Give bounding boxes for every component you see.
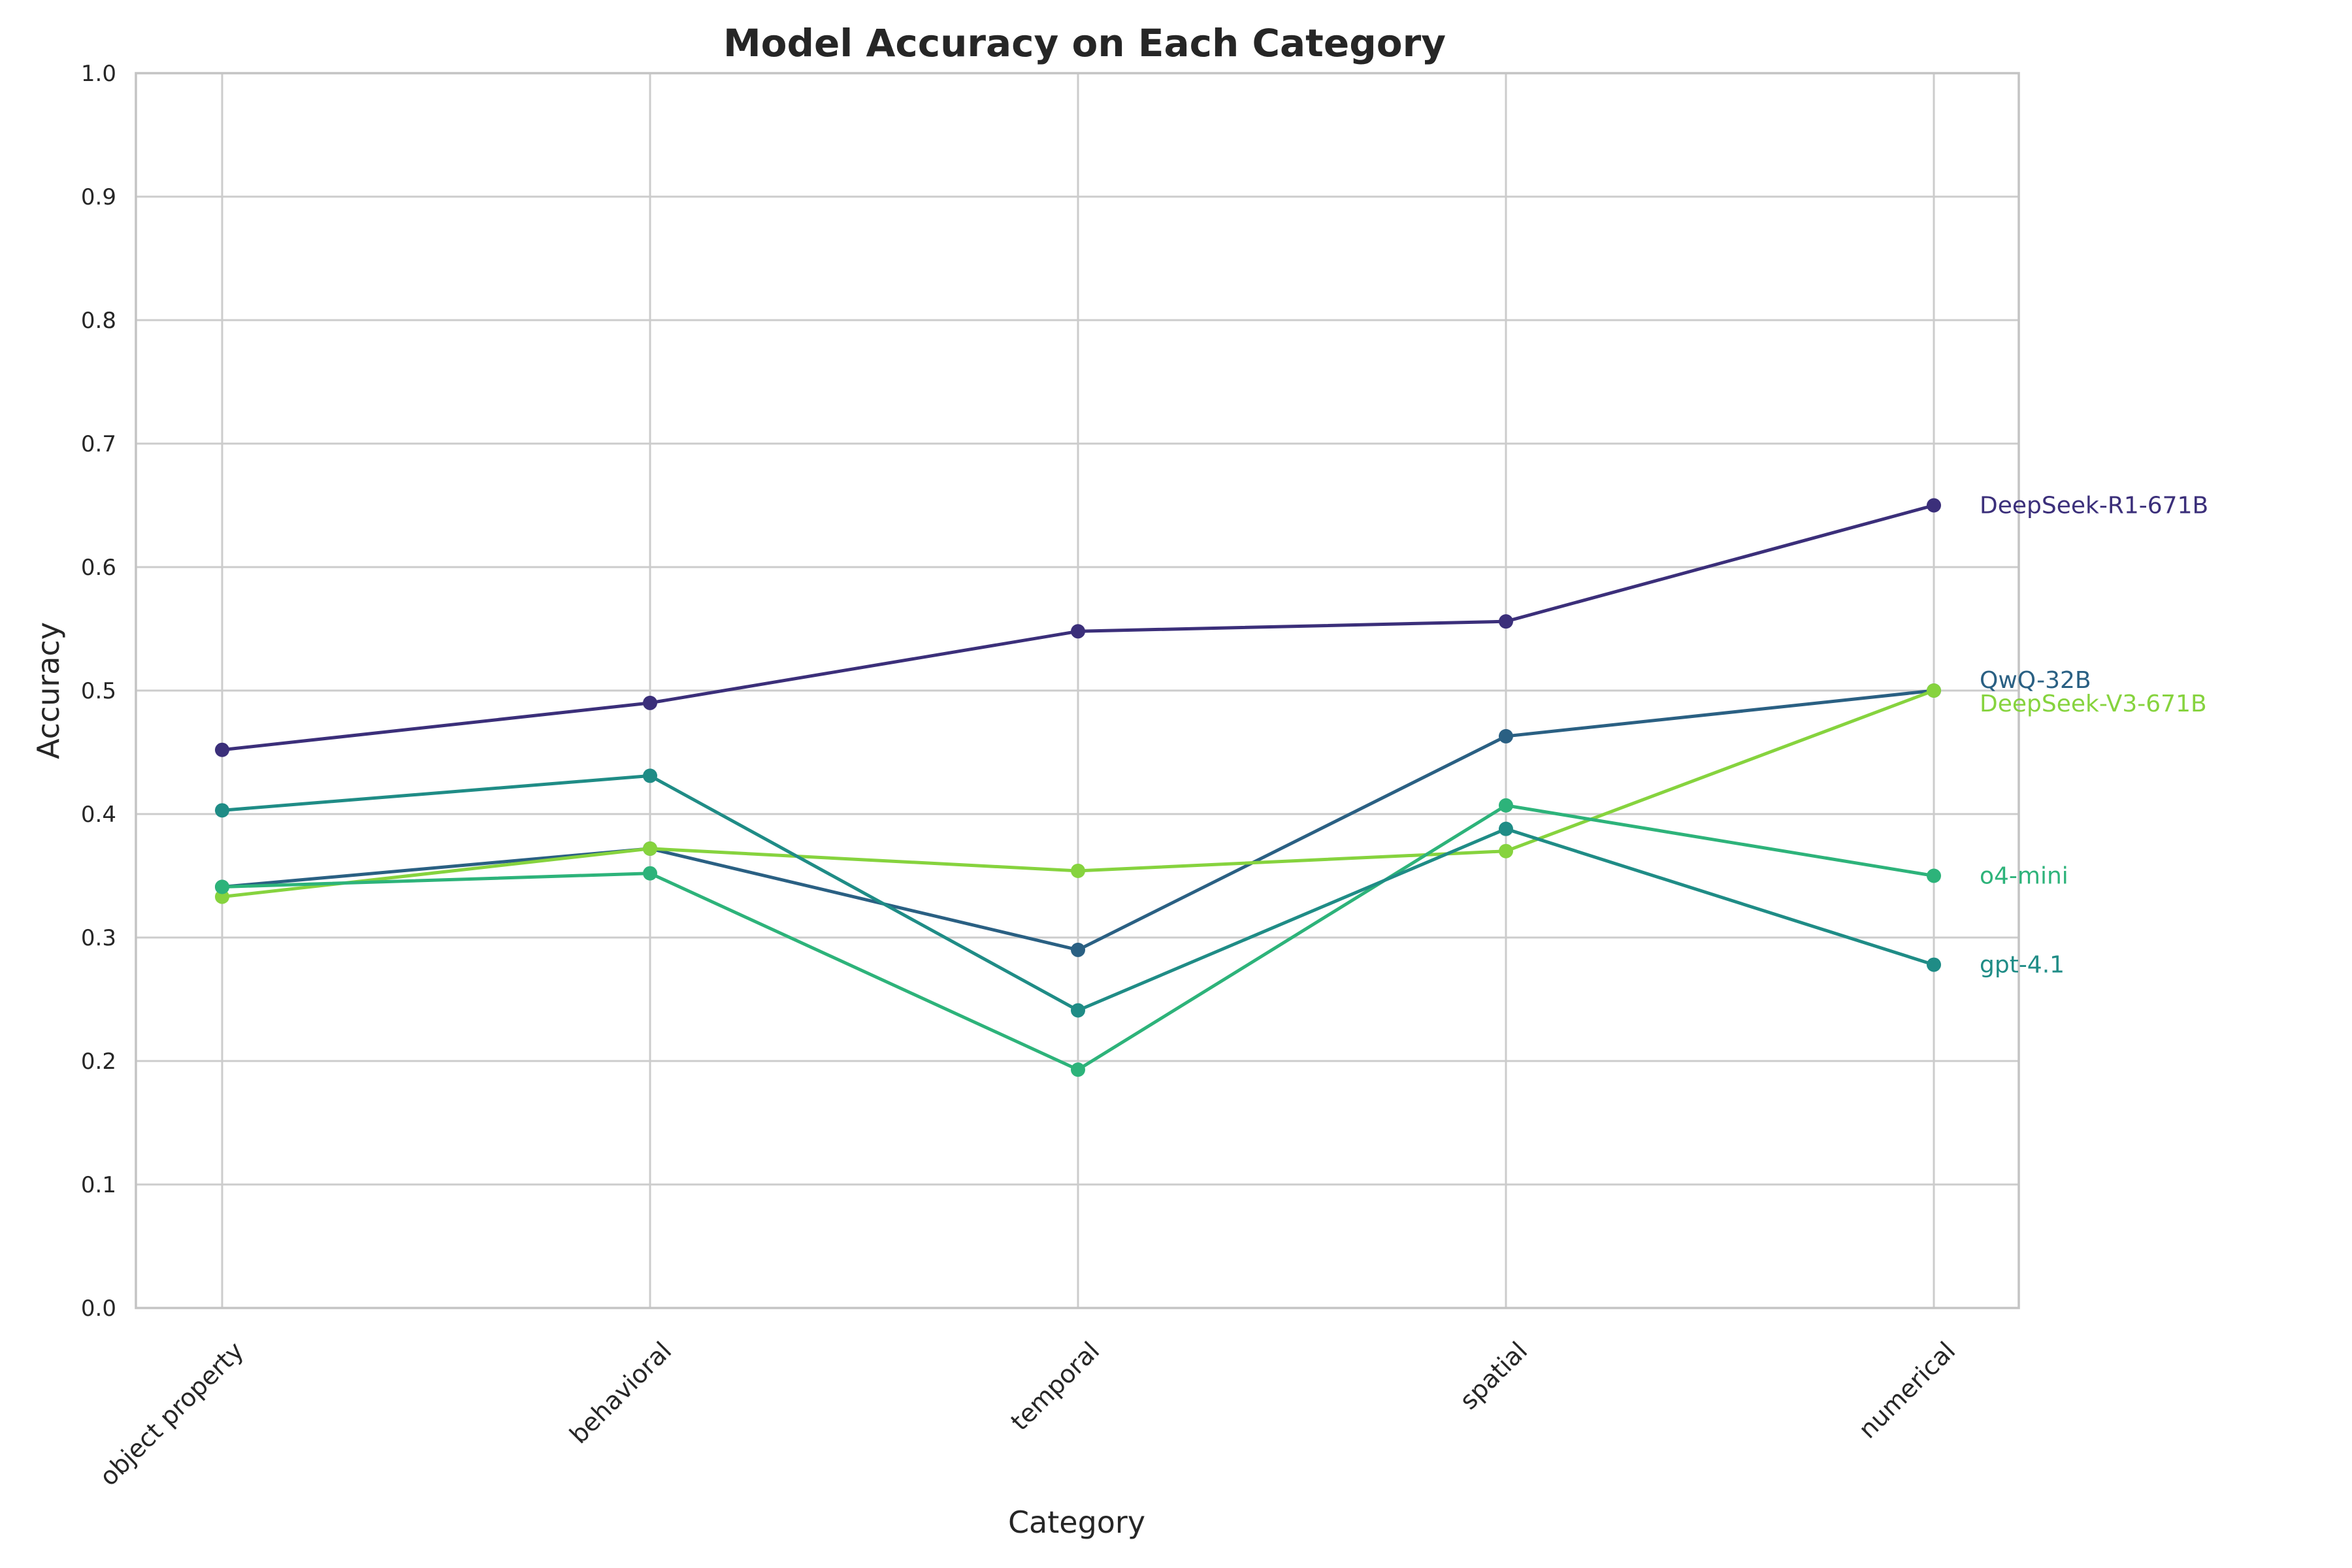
data-point xyxy=(215,889,229,904)
gridlines xyxy=(136,72,2019,1309)
series-deepseek-v3-671b xyxy=(215,683,1941,904)
data-point xyxy=(1071,1003,1085,1018)
series-gpt-4-1 xyxy=(215,768,1941,1018)
data-point xyxy=(1499,728,1513,743)
y-tick-label: 0.1 xyxy=(81,1172,116,1198)
data-point xyxy=(643,841,657,856)
data-point xyxy=(1927,498,1941,513)
y-tick-label: 0.6 xyxy=(81,555,116,581)
x-tick-label: object property xyxy=(94,1336,249,1491)
data-point xyxy=(1499,798,1513,813)
x-tick-label: behavioral xyxy=(564,1336,677,1449)
x-tick-label: spatial xyxy=(1454,1336,1533,1415)
series-label: DeepSeek-R1-671B xyxy=(1980,493,2208,519)
y-tick-label: 0.8 xyxy=(81,308,116,334)
data-point xyxy=(1927,683,1941,698)
y-tick-label: 0.3 xyxy=(81,925,116,951)
data-point xyxy=(1499,843,1513,858)
data-point xyxy=(1499,821,1513,836)
x-tick-label: temporal xyxy=(1005,1336,1105,1436)
series-lines xyxy=(215,498,1941,1077)
y-tick-label: 0.5 xyxy=(81,678,116,704)
chart-title: Model Accuracy on Each Category xyxy=(723,21,1446,65)
data-point xyxy=(1071,942,1085,957)
data-point xyxy=(215,742,229,757)
data-point xyxy=(1499,614,1513,629)
y-tick-label: 0.0 xyxy=(81,1296,116,1322)
series-deepseek-r1-671b xyxy=(215,498,1941,757)
series-label: DeepSeek-V3-671B xyxy=(1980,691,2207,717)
series-label: o4-mini xyxy=(1980,863,2068,890)
plot-frame xyxy=(135,72,2020,1309)
y-axis-label: Accuracy xyxy=(31,622,66,759)
series-o4-mini xyxy=(215,798,1941,1077)
data-point xyxy=(215,803,229,818)
data-point xyxy=(643,768,657,783)
x-axis-label: Category xyxy=(1008,1505,1145,1540)
data-point xyxy=(1071,1062,1085,1077)
y-tick-label: 0.9 xyxy=(81,184,116,210)
y-tick-label: 0.2 xyxy=(81,1049,116,1075)
data-point xyxy=(1927,868,1941,883)
data-point xyxy=(215,879,229,894)
y-tick-labels: 0.0 0.1 0.2 0.3 0.4 0.5 0.6 0.7 0.8 0.9 1.0 xyxy=(81,61,116,1322)
x-tick-labels: object property behavioral temporal spatial… xyxy=(94,1336,1961,1491)
data-point xyxy=(1927,957,1941,972)
y-tick-label: 0.4 xyxy=(81,802,116,828)
y-tick-label: 1.0 xyxy=(81,61,116,87)
series-label: QwQ-32B xyxy=(1980,667,2091,694)
data-point xyxy=(643,695,657,710)
x-tick-label: numerical xyxy=(1853,1336,1961,1444)
series-label: gpt-4.1 xyxy=(1980,952,2065,979)
data-point xyxy=(1071,624,1085,639)
data-point xyxy=(643,866,657,881)
data-point xyxy=(1071,863,1085,878)
y-tick-label: 0.7 xyxy=(81,431,116,457)
